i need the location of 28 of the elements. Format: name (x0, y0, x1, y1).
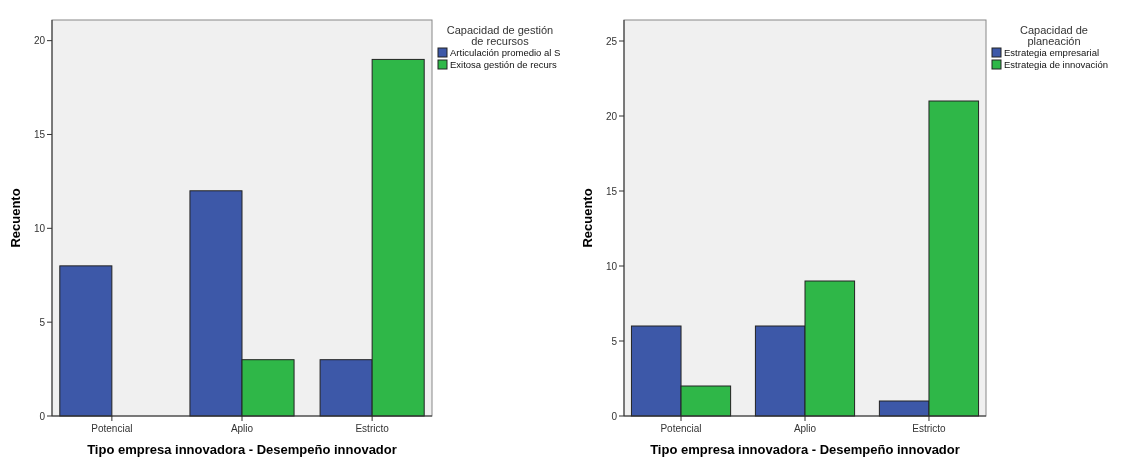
x-axis-title: Tipo empresa innovadora - Desempeño innovador (650, 442, 960, 457)
y-tick-label: 10 (605, 260, 618, 272)
y-tick-label: 5 (611, 335, 618, 347)
y-tick-label: 15 (605, 185, 618, 197)
y-tick-label: 15 (33, 128, 46, 140)
y-axis-title: Recuento (8, 188, 23, 248)
legend-label: Estrategia empresarial (1004, 47, 1100, 58)
x-tick-label: Potencial (91, 423, 133, 434)
y-tick-label: 10 (33, 222, 46, 234)
x-axis-title: Tipo empresa innovadora - Desempeño innovador (87, 442, 397, 457)
y-tick-label: 0 (611, 410, 618, 422)
x-tick-label: Estricto (355, 423, 390, 434)
x-tick-label: Potencial (660, 423, 702, 434)
x-tick-label: Aplio (230, 423, 254, 434)
y-tick-label: 20 (605, 110, 618, 122)
legend-label: Exitosa gestión de recurs (450, 59, 557, 70)
bar (59, 265, 113, 417)
y-tick-label: 0 (39, 410, 46, 422)
legend-title: Capacidad de planeación (1020, 24, 1088, 47)
y-tick-label: 5 (39, 316, 46, 328)
legend-title: Capacidad de gestión de recursos (446, 24, 554, 47)
y-axis-title: Recuento (580, 188, 595, 248)
y-tick-label: 20 (33, 35, 46, 47)
x-tick-label: Estricto (912, 423, 947, 434)
y-tick-label: 25 (605, 35, 618, 47)
legend-label: Articulación promedio al S (450, 47, 561, 58)
x-tick-label: Aplio (793, 423, 817, 434)
legend-label: Estrategia de innovación (1004, 59, 1109, 70)
